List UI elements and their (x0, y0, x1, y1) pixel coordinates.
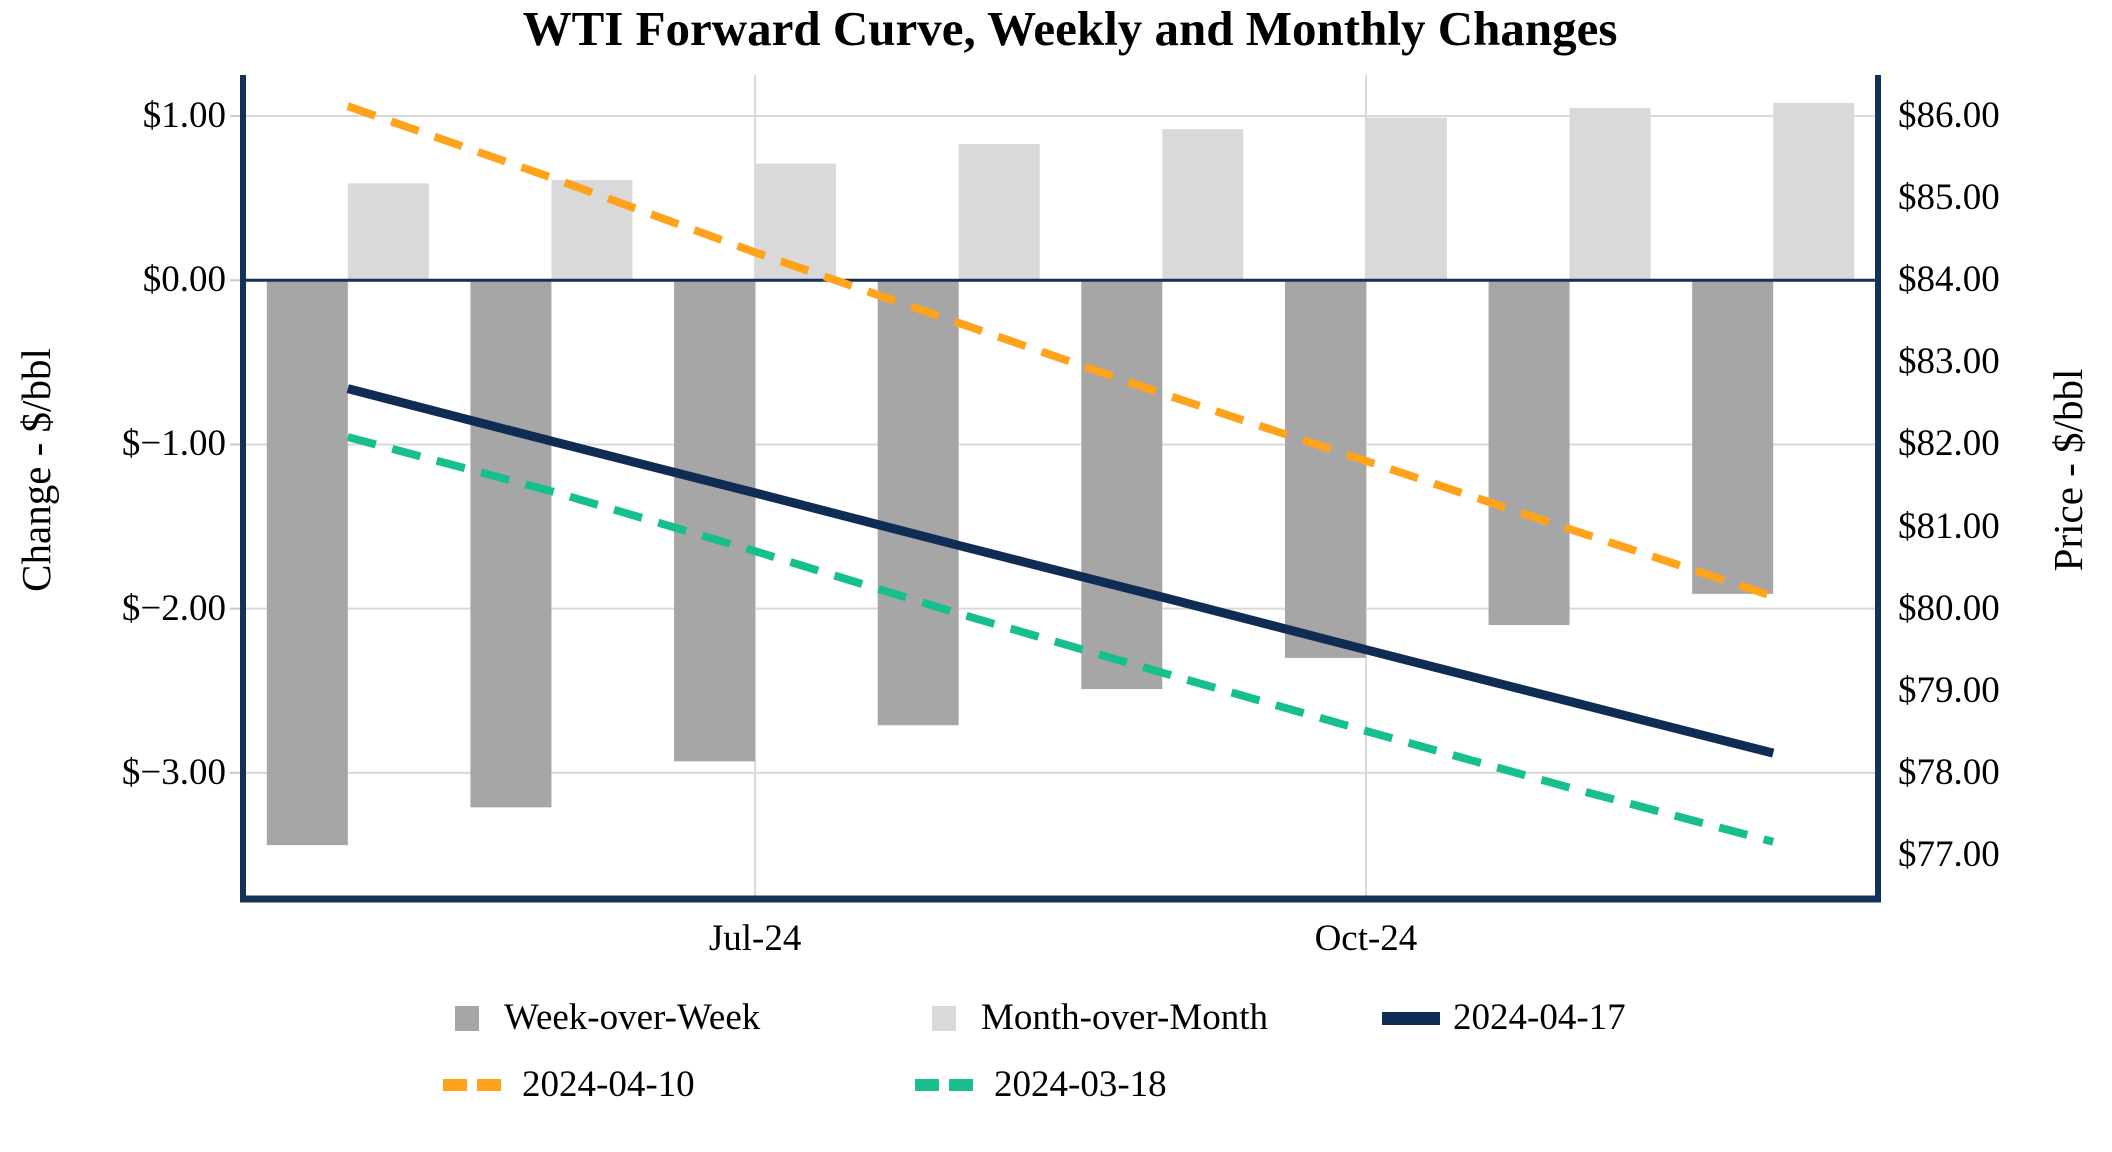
legend-item-month-over-month: Month-over-Month (932, 995, 1268, 1041)
legend-item-week-over-week: Week-over-Week (455, 995, 760, 1041)
legend-item-2024-04-17: 2024-04-17 (1382, 995, 1626, 1041)
right-axis-tick-label: $83.00 (1898, 341, 2000, 383)
right-axis-tick-labels: $86.00 $85.00 $84.00 $83.00 $82.00 $81.00 $80.… (1898, 0, 2112, 1152)
left-axis-tick-label: $−3.00 (121, 751, 226, 793)
x-axis-tick-label: Jul-24 (708, 918, 802, 959)
legend-item-2024-03-18: 2024-03-18 (915, 1062, 1167, 1108)
week-over-week-bar (877, 280, 959, 726)
green-dashed-line-swatch-icon (915, 1079, 973, 1091)
week-over-week-bar (1488, 280, 1570, 626)
chart-title: WTI Forward Curve, Weekly and Monthly Ch… (522, 1, 1618, 56)
left-axis-tick-label: $−1.00 (121, 423, 226, 465)
right-axis-tick-label: $78.00 (1898, 751, 2000, 793)
right-axis-tick-label: $85.00 (1898, 177, 2000, 219)
month-over-month-bar (958, 143, 1040, 281)
legend-label: 2024-04-17 (1453, 997, 1626, 1038)
right-axis-tick-label: $81.00 (1898, 505, 2000, 547)
week-over-week-bar (1692, 280, 1774, 594)
right-axis-tick-label: $86.00 (1898, 95, 2000, 137)
right-axis-tick-label: $84.00 (1898, 259, 2000, 301)
legend-item-2024-04-10: 2024-04-10 (443, 1062, 695, 1108)
orange-dashed-line-swatch-icon (443, 1079, 501, 1091)
left-axis-tick-label: $1.00 (142, 95, 226, 137)
left-axis-tick-label: $−2.00 (121, 587, 226, 629)
month-over-month-swatch-icon (932, 1005, 956, 1031)
legend-label: Month-over-Month (981, 997, 1269, 1038)
month-over-month-bar (1365, 117, 1447, 281)
right-axis-tick-label: $80.00 (1898, 587, 2000, 629)
left-axis-tick-label: $0.00 (142, 259, 226, 301)
week-over-week-bar (470, 280, 552, 808)
curve-2024-03-18 (346, 433, 1775, 846)
legend-label: 2024-03-18 (994, 1064, 1167, 1105)
week-over-week-bar (266, 280, 348, 846)
left-axis-tick-labels: $1.00 $0.00 $−1.00 $−2.00 $−3.00 (0, 0, 226, 1152)
x-axis-tick-label: Oct-24 (1314, 918, 1418, 959)
right-axis-tick-label: $82.00 (1898, 423, 2000, 465)
month-over-month-bar (755, 163, 837, 281)
week-over-week-bar (1081, 280, 1163, 690)
month-over-month-bar (347, 183, 429, 281)
week-over-week-bar (1284, 280, 1366, 658)
week-over-week-swatch-icon (455, 1005, 479, 1031)
solid-line-swatch-icon (1382, 1011, 1440, 1025)
month-over-month-bar (1569, 107, 1651, 281)
curve-2024-04-17 (346, 384, 1775, 758)
month-over-month-bar (1773, 102, 1855, 281)
month-over-month-bar (551, 180, 633, 281)
curve-2024-04-10 (346, 102, 1775, 601)
legend-label: Week-over-Week (504, 997, 761, 1038)
right-axis-tick-label: $79.00 (1898, 669, 2000, 711)
legend-label: 2024-04-10 (522, 1064, 695, 1105)
week-over-week-bar (674, 280, 756, 762)
right-axis-tick-label: $77.00 (1898, 833, 2000, 875)
month-over-month-bar (1162, 129, 1244, 281)
